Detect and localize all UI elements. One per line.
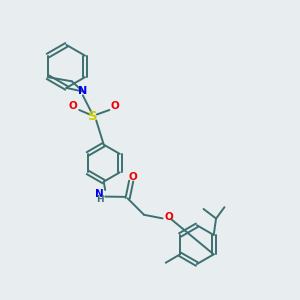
Text: O: O [69,101,78,111]
Text: N: N [78,86,87,97]
Text: H: H [96,195,103,204]
Text: O: O [111,101,120,111]
Text: O: O [129,172,137,182]
Text: O: O [164,212,173,222]
Text: N: N [95,190,104,200]
Text: S: S [88,110,98,123]
